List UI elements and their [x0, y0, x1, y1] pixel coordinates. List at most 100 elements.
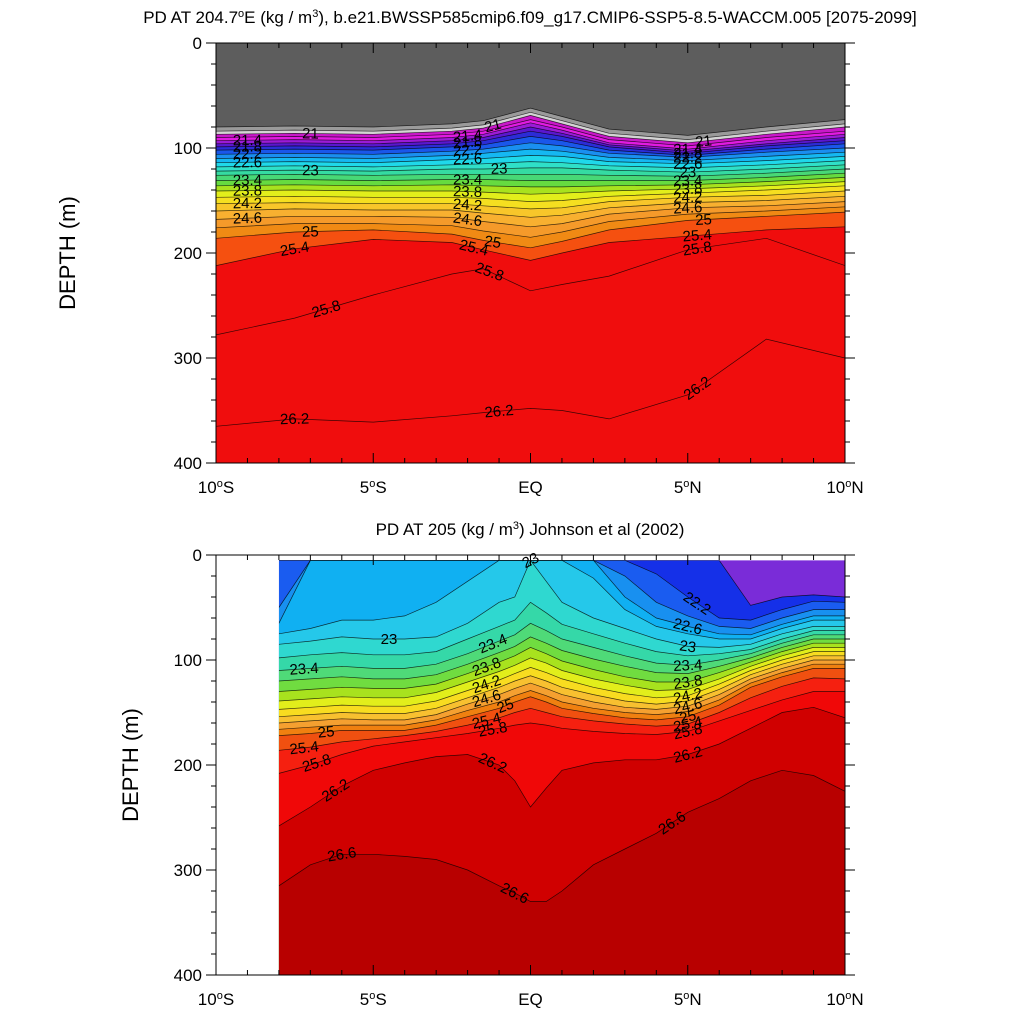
upper-y-tick-label: 200 — [174, 244, 202, 263]
upper-contour-line — [216, 130, 845, 154]
lower-contour-label: 23.8 — [672, 672, 703, 693]
upper-contour-label: 24.6 — [452, 210, 483, 231]
upper-contour-label: 21.4 — [452, 126, 483, 146]
lower-contour-label: 23.4 — [289, 660, 319, 679]
upper-contour-label: 21.4 — [233, 132, 262, 149]
upper-contour-line — [216, 168, 845, 177]
lower-contour-line — [278, 647, 845, 702]
upper-contour-line — [216, 119, 845, 147]
lower-contour-line — [278, 691, 845, 774]
upper-x-tick-label: 10oS — [198, 478, 234, 497]
lower-contour-line — [278, 677, 845, 751]
upper-contour-line — [216, 136, 845, 156]
upper-panel-title: PD AT 204.7oE (kg / m3), b.e21.BWSSP585c… — [143, 8, 917, 27]
lower-y-tick-label: 100 — [174, 651, 202, 670]
lower-x-tick-label: 10oN — [826, 990, 863, 1009]
upper-contour-label: 24.2 — [233, 195, 262, 212]
upper-contour-label: 25.4 — [279, 238, 311, 260]
upper-contour-line — [216, 115, 845, 144]
lower-y-axis-label: DEPTH (m) — [118, 708, 143, 822]
upper-contour-label: 25 — [302, 223, 319, 240]
upper-contour-label: 24.2 — [673, 189, 703, 207]
upper-contour-line — [216, 107, 845, 136]
lower-contour-line — [278, 622, 845, 671]
upper-contour-label: 23 — [302, 162, 319, 179]
lower-band-20 — [278, 770, 845, 975]
lower-x-tick-label: 5oS — [360, 990, 387, 1009]
upper-contour-label: 23.4 — [233, 172, 262, 189]
lower-x-tick-label: EQ — [518, 990, 543, 1009]
upper-contour-label: 22.6 — [233, 154, 262, 171]
lower-contour-line — [278, 659, 845, 724]
upper-filled-contours — [216, 43, 845, 463]
upper-contour-label: 23.8 — [453, 183, 483, 201]
upper-contour-line — [216, 226, 845, 266]
upper-contour-label: 23 — [491, 161, 508, 178]
lower-y-tick-label: 0 — [193, 546, 202, 565]
upper-contour-label: 21 — [302, 125, 319, 142]
upper-contour-label: 26.2 — [280, 411, 310, 429]
lower-contour-line — [278, 601, 845, 659]
upper-y-tick-label: 300 — [174, 349, 202, 368]
lower-contour-label: 24.6 — [672, 695, 704, 718]
upper-contour-label: 25 — [483, 233, 502, 252]
upper-contour-label: 21.8 — [673, 145, 702, 162]
upper-x-tick-label: 5oN — [674, 478, 702, 497]
upper-contour-line — [216, 142, 845, 158]
upper-contour-line — [216, 211, 845, 249]
lower-contour-label: 25.4 — [470, 710, 502, 733]
upper-y-tick-label: 100 — [174, 139, 202, 158]
upper-contour-line — [216, 181, 845, 195]
lower-contour-label: 25.4 — [289, 738, 320, 758]
lower-contour-line — [278, 668, 845, 736]
upper-contour-label: 25.4 — [682, 226, 712, 245]
lower-contour-line — [278, 769, 845, 902]
upper-contour-line — [216, 201, 845, 228]
upper-contour-label: 23.8 — [673, 180, 703, 198]
lower-contour-label: 25 — [317, 723, 335, 742]
lower-contour-line — [278, 560, 845, 648]
upper-contour-line — [216, 111, 845, 140]
upper-contour-line — [216, 195, 845, 218]
lower-ticks — [206, 554, 855, 976]
lower-contour-line — [278, 560, 845, 640]
lower-contour-label: 25 — [678, 707, 698, 727]
upper-contour-label: 22.2 — [233, 146, 262, 163]
upper-contour-label: 24.6 — [232, 210, 262, 228]
lower-contour-label: 25.4 — [672, 713, 704, 736]
lower-contour-line — [278, 663, 845, 730]
lower-contour-line — [278, 642, 845, 692]
upper-contour-line — [216, 148, 845, 161]
lower-contour-label: 25 — [495, 695, 517, 717]
lower-contour-line — [278, 655, 845, 718]
upper-contour-label: 23.8 — [233, 182, 262, 199]
lower-contour-label: 22.6 — [671, 615, 703, 639]
lower-x-tick-label: 10oS — [198, 990, 234, 1009]
upper-contour-label: 22.2 — [673, 149, 702, 166]
lower-contour-label: 23.4 — [673, 657, 703, 675]
lower-y-tick-label: 300 — [174, 861, 202, 880]
lower-contour-line — [278, 706, 845, 827]
upper-contour-lines — [216, 107, 845, 427]
upper-contour-label: 21.4 — [673, 141, 702, 158]
upper-contour-line — [216, 338, 845, 427]
upper-contour-label: 25 — [695, 211, 713, 229]
upper-contour-label: 24.6 — [673, 199, 703, 218]
lower-filled-contours — [278, 560, 845, 975]
upper-contour-line — [216, 172, 845, 181]
upper-contour-label: 24.2 — [452, 196, 482, 215]
upper-contour-line — [216, 185, 845, 202]
upper-contour-line — [216, 177, 845, 188]
upper-contour-label: 22.6 — [673, 156, 702, 173]
lower-contour-label: 23 — [678, 637, 697, 656]
lower-contour-label: 25.8 — [672, 720, 704, 743]
lower-contour-line — [278, 651, 845, 710]
upper-contour-label: 21 — [483, 116, 504, 137]
upper-contour-label: 25.4 — [458, 236, 490, 259]
upper-contour-line — [216, 160, 845, 169]
upper-contour-label: 23 — [679, 164, 696, 181]
upper-contour-label: 22.6 — [453, 151, 483, 169]
